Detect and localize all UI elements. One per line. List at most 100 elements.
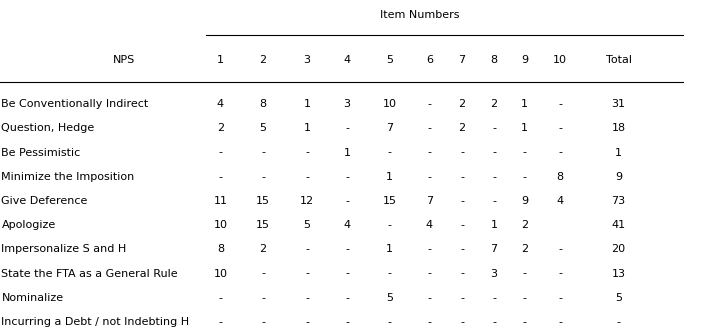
Text: -: - <box>427 148 432 158</box>
Text: 12: 12 <box>300 196 314 206</box>
Text: -: - <box>616 317 621 327</box>
Text: -: - <box>460 148 464 158</box>
Text: 20: 20 <box>611 244 626 254</box>
Text: 5: 5 <box>386 293 393 303</box>
Text: -: - <box>460 317 464 327</box>
Text: -: - <box>523 268 527 279</box>
Text: -: - <box>218 172 223 182</box>
Text: 3: 3 <box>343 99 351 109</box>
Text: 1: 1 <box>304 99 311 109</box>
Text: Be Pessimistic: Be Pessimistic <box>1 148 80 158</box>
Text: 10: 10 <box>383 99 397 109</box>
Text: -: - <box>492 317 496 327</box>
Text: -: - <box>427 99 432 109</box>
Text: -: - <box>218 317 223 327</box>
Text: 4: 4 <box>557 196 564 206</box>
Text: Total: Total <box>606 55 631 66</box>
Text: 2: 2 <box>260 244 267 254</box>
Text: -: - <box>492 293 496 303</box>
Text: 18: 18 <box>611 123 626 133</box>
Text: -: - <box>492 172 496 182</box>
Text: -: - <box>460 268 464 279</box>
Text: -: - <box>492 148 496 158</box>
Text: -: - <box>558 293 562 303</box>
Text: -: - <box>558 268 562 279</box>
Text: -: - <box>387 148 392 158</box>
Text: -: - <box>558 123 562 133</box>
Text: 4: 4 <box>343 220 351 230</box>
Text: -: - <box>305 172 309 182</box>
Text: -: - <box>492 196 496 206</box>
Text: -: - <box>523 293 527 303</box>
Text: 1: 1 <box>386 172 393 182</box>
Text: 1: 1 <box>521 123 528 133</box>
Text: Minimize the Imposition: Minimize the Imposition <box>1 172 134 182</box>
Text: -: - <box>523 172 527 182</box>
Text: -: - <box>261 148 265 158</box>
Text: -: - <box>305 293 309 303</box>
Text: 4: 4 <box>426 220 433 230</box>
Text: -: - <box>345 293 349 303</box>
Text: 5: 5 <box>615 293 622 303</box>
Text: 7: 7 <box>386 123 393 133</box>
Text: Apologize: Apologize <box>1 220 55 230</box>
Text: -: - <box>460 244 464 254</box>
Text: 10: 10 <box>213 220 228 230</box>
Text: 5: 5 <box>304 220 311 230</box>
Text: 5: 5 <box>386 55 393 66</box>
Text: 7: 7 <box>426 196 433 206</box>
Text: Item Numbers: Item Numbers <box>380 10 459 20</box>
Text: -: - <box>305 244 309 254</box>
Text: -: - <box>218 148 223 158</box>
Text: -: - <box>218 293 223 303</box>
Text: 10: 10 <box>553 55 567 66</box>
Text: 8: 8 <box>557 172 564 182</box>
Text: -: - <box>460 196 464 206</box>
Text: -: - <box>345 268 349 279</box>
Text: 11: 11 <box>213 196 228 206</box>
Text: 8: 8 <box>491 55 498 66</box>
Text: Incurring a Debt / not Indebting H: Incurring a Debt / not Indebting H <box>1 317 190 327</box>
Text: Be Conventionally Indirect: Be Conventionally Indirect <box>1 99 149 109</box>
Text: -: - <box>427 293 432 303</box>
Text: -: - <box>460 220 464 230</box>
Text: -: - <box>558 244 562 254</box>
Text: -: - <box>427 123 432 133</box>
Text: -: - <box>427 172 432 182</box>
Text: 2: 2 <box>491 99 498 109</box>
Text: -: - <box>345 317 349 327</box>
Text: 15: 15 <box>256 196 270 206</box>
Text: 13: 13 <box>611 268 626 279</box>
Text: 1: 1 <box>343 148 351 158</box>
Text: 6: 6 <box>426 55 433 66</box>
Text: -: - <box>305 148 309 158</box>
Text: -: - <box>427 244 432 254</box>
Text: -: - <box>261 293 265 303</box>
Text: 1: 1 <box>615 148 622 158</box>
Text: 9: 9 <box>521 196 528 206</box>
Text: 7: 7 <box>491 244 498 254</box>
Text: 1: 1 <box>304 123 311 133</box>
Text: -: - <box>427 317 432 327</box>
Text: 41: 41 <box>611 220 626 230</box>
Text: 1: 1 <box>521 99 528 109</box>
Text: -: - <box>305 317 309 327</box>
Text: 8: 8 <box>260 99 267 109</box>
Text: -: - <box>460 172 464 182</box>
Text: 4: 4 <box>217 99 224 109</box>
Text: State the FTA as a General Rule: State the FTA as a General Rule <box>1 268 178 279</box>
Text: -: - <box>387 220 392 230</box>
Text: -: - <box>387 268 392 279</box>
Text: -: - <box>387 317 392 327</box>
Text: 2: 2 <box>459 123 466 133</box>
Text: -: - <box>345 123 349 133</box>
Text: 4: 4 <box>343 55 351 66</box>
Text: 2: 2 <box>459 99 466 109</box>
Text: 15: 15 <box>256 220 270 230</box>
Text: 10: 10 <box>213 268 228 279</box>
Text: -: - <box>460 293 464 303</box>
Text: 5: 5 <box>260 123 267 133</box>
Text: 73: 73 <box>611 196 626 206</box>
Text: 1: 1 <box>491 220 498 230</box>
Text: Give Deference: Give Deference <box>1 196 87 206</box>
